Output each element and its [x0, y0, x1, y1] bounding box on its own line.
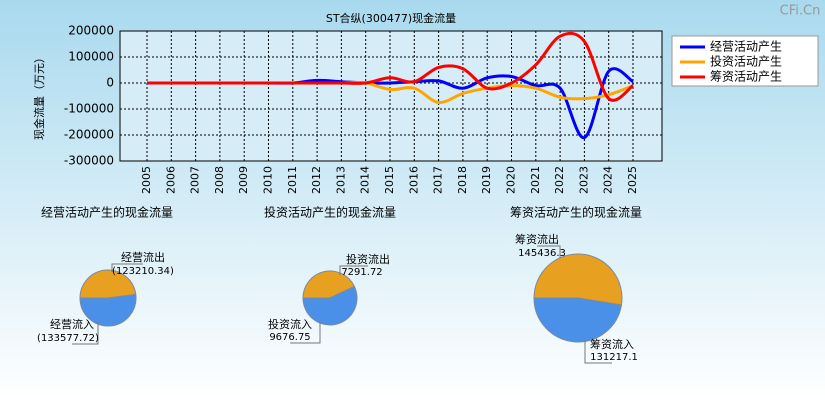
- slice-value: 9676.75: [269, 332, 310, 343]
- legend-label: 筹资活动产生: [710, 70, 782, 84]
- legend-label: 投资活动产生: [710, 54, 782, 69]
- x-tick-label: 2016: [407, 166, 420, 194]
- y-tick-label: -200000: [64, 128, 114, 142]
- x-tick-label: 2022: [553, 166, 566, 194]
- pie-slice: [79, 293, 137, 327]
- x-tick-label: 2009: [237, 166, 250, 194]
- series-line: [147, 31, 634, 102]
- leader-line: [537, 245, 561, 258]
- pie-title: 投资活动产生的现金流量: [264, 205, 396, 220]
- x-tick-label: 2017: [432, 166, 445, 194]
- leader-line: [111, 263, 143, 272]
- slice-label: 筹资流出: [515, 232, 559, 246]
- legend-label: 经营活动产生: [710, 40, 782, 54]
- x-tick-label: 2023: [577, 166, 590, 194]
- watermark: CFi.Cn: [780, 4, 821, 19]
- x-tick-label: 2012: [310, 166, 323, 194]
- slice-label: 经营流入: [50, 317, 94, 331]
- leader-line: [339, 265, 368, 275]
- x-tick-label: 2006: [164, 166, 177, 194]
- pie-slice: [302, 270, 356, 299]
- slice-label: 筹资流入: [590, 337, 634, 351]
- x-tick-label: 2008: [213, 166, 226, 194]
- slice-value: 7291.72: [341, 267, 382, 278]
- x-tick-label: 2007: [189, 166, 202, 194]
- leader-line: [72, 322, 99, 345]
- chart-title: ST合纵(300477)现金流量: [326, 11, 456, 25]
- slice-value: (123210.34): [112, 266, 174, 277]
- pie-title: 经营活动产生的现金流量: [41, 205, 173, 220]
- slice-value: (133577.72): [37, 333, 99, 344]
- slice-label: 投资流出: [346, 252, 390, 266]
- y-tick-label: -300000: [64, 154, 114, 168]
- x-tick-label: 2011: [286, 166, 299, 194]
- pie-slice: [533, 297, 623, 343]
- y-tick-label: 200000: [68, 24, 114, 38]
- pie-title: 筹资活动产生的现金流量: [510, 205, 642, 220]
- slice-label: 经营流出: [121, 250, 165, 264]
- x-tick-label: 2013: [334, 166, 347, 194]
- y-tick-label: 100000: [68, 50, 114, 64]
- x-tick-label: 2021: [529, 166, 542, 194]
- x-tick-label: 2019: [480, 166, 493, 194]
- plot-area: [119, 30, 663, 162]
- x-tick-label: 2024: [602, 166, 615, 194]
- y-tick-label: 0: [106, 76, 114, 90]
- y-axis-label: 现金流量（万元）: [32, 52, 46, 140]
- x-tick-label: 2010: [262, 166, 275, 194]
- x-tick-label: 2018: [456, 166, 469, 194]
- pie-slice: [533, 253, 623, 306]
- y-tick-label: -100000: [64, 102, 114, 116]
- leader-line: [584, 340, 612, 364]
- slice-value: 145436.3: [518, 248, 566, 259]
- pie-slice: [302, 285, 358, 326]
- pie-slice: [79, 269, 137, 299]
- x-tick-label: 2005: [140, 166, 153, 194]
- slice-value: 131217.1: [590, 352, 638, 363]
- leader-line: [290, 322, 321, 344]
- slice-label: 投资流入: [268, 317, 312, 331]
- x-tick-label: 2015: [383, 166, 396, 194]
- x-tick-label: 2020: [505, 166, 518, 194]
- x-tick-label: 2014: [359, 166, 372, 194]
- x-tick-label: 2025: [626, 166, 639, 194]
